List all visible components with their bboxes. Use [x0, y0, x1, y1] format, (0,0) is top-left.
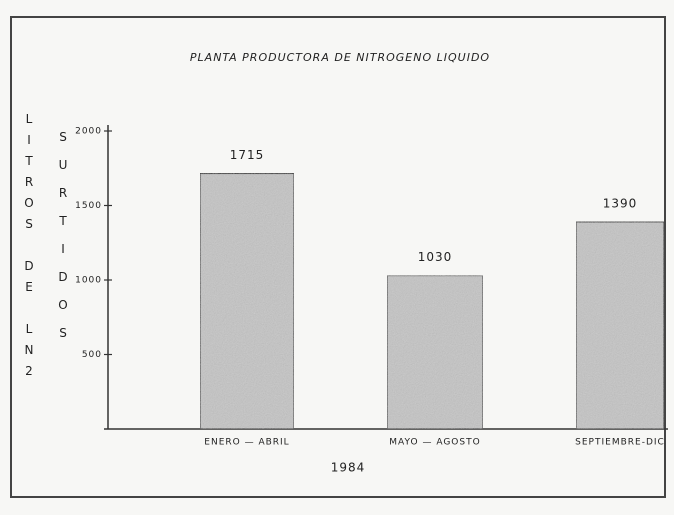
bar	[575, 221, 665, 430]
y-axis-label: LITROS DE LN2	[22, 112, 36, 385]
value-label: 1715	[230, 148, 265, 162]
frame	[10, 16, 666, 498]
chart-title: PLANTA PRODUCTORA DE NITROGENO LIQUIDO	[190, 51, 490, 64]
y-axis-label: SURTIDOS	[56, 130, 70, 354]
y-tick-label: 1500	[75, 201, 102, 211]
x-axis-label: 1984	[331, 461, 366, 475]
x-tick-label: ENERO — ABRIL	[204, 438, 289, 448]
x-tick-label: MAYO — AGOSTO	[389, 438, 480, 448]
bar	[386, 274, 484, 430]
bar	[199, 172, 295, 430]
y-tick-label: 500	[82, 350, 102, 360]
y-tick-label: 1000	[75, 276, 102, 286]
value-label: 1030	[418, 250, 453, 264]
y-tick-label: 2000	[75, 127, 102, 137]
value-label: 1390	[603, 196, 638, 210]
x-tick-label: SEPTIEMBRE-DIC	[575, 438, 665, 448]
